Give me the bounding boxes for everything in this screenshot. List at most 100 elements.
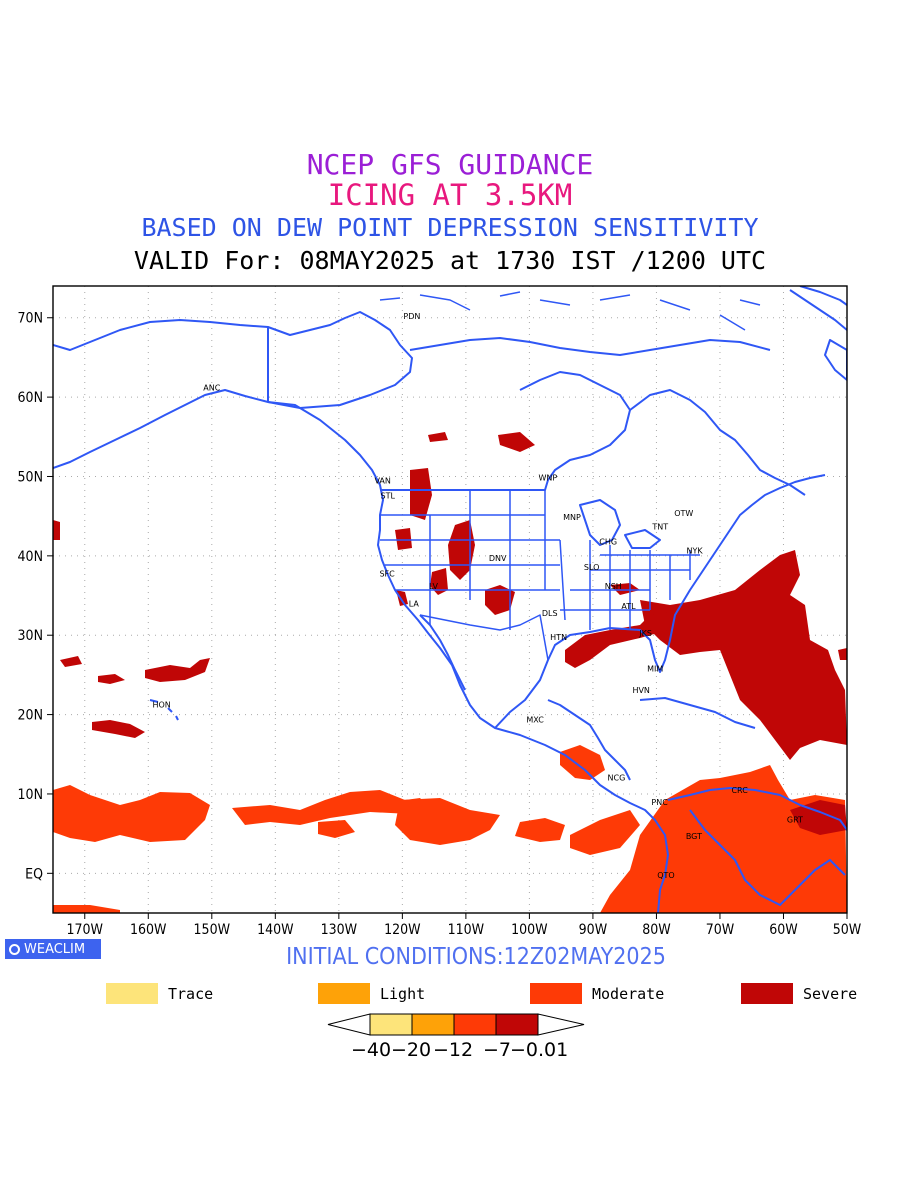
colorbar-moderate bbox=[453, 1013, 497, 1036]
lon-tick-label: 80W bbox=[642, 922, 671, 938]
severe-region-hawaii-south bbox=[92, 720, 145, 738]
severe-region-atlantic-edge bbox=[838, 648, 847, 660]
severe-region-oregon bbox=[395, 528, 412, 550]
severe-region-hawaii-west bbox=[98, 674, 125, 684]
legend-label-trace: Trace bbox=[168, 984, 214, 1003]
lat-tick-label: 40N bbox=[18, 549, 43, 565]
severe-region-bc-coast bbox=[428, 432, 448, 442]
us-mexico-border bbox=[419, 614, 549, 661]
colorbar-label-1: −40 bbox=[351, 1039, 392, 1061]
lon-tick-label: 110W bbox=[448, 922, 485, 938]
coastlines-and-borders bbox=[53, 286, 847, 913]
map-frame bbox=[52, 285, 848, 914]
severe-region-atlantic-east bbox=[790, 800, 847, 835]
station-label-chg: CHG bbox=[599, 538, 617, 547]
station-label-mim: MIM bbox=[647, 665, 663, 674]
moderate-region-east-pacific-b bbox=[318, 820, 355, 838]
severe-region-west-edge bbox=[53, 520, 60, 540]
lon-tick-label: 70W bbox=[706, 922, 735, 938]
legend-item-moderate: Moderate bbox=[530, 983, 664, 1004]
north-america-west-coast bbox=[53, 311, 413, 469]
station-label-otw: OTW bbox=[674, 509, 693, 518]
legend-item-trace: Trace bbox=[106, 983, 213, 1004]
station-label-lv: LV bbox=[429, 582, 439, 591]
severe-region-hudson-bay bbox=[498, 432, 535, 452]
lon-tick-label: 130W bbox=[321, 922, 358, 938]
severe-region-caribbean-atlantic bbox=[640, 550, 847, 760]
greenland bbox=[789, 286, 847, 381]
station-label-qto: QTO bbox=[657, 871, 674, 880]
colorbar-low-arrow bbox=[327, 1013, 371, 1036]
lat-tick-label: EQ bbox=[25, 866, 43, 882]
station-label-stl: STL bbox=[381, 492, 396, 501]
severe-region-southwest bbox=[485, 585, 515, 615]
severe-region-tennessee bbox=[610, 583, 640, 595]
south-america-coast bbox=[667, 787, 847, 831]
title-method: BASED ON DEW POINT DEPRESSION SENSITIVIT… bbox=[141, 213, 759, 242]
lat-tick-label: 20N bbox=[18, 708, 43, 724]
lon-tick-label: 150W bbox=[194, 922, 231, 938]
south-america-rivers bbox=[689, 809, 846, 906]
hawaii-islands bbox=[149, 699, 179, 721]
legend-label-severe: Severe bbox=[803, 984, 858, 1003]
station-label-ncg: NCG bbox=[608, 773, 626, 782]
lon-tick-label: 160W bbox=[130, 922, 167, 938]
station-label-van: VAN bbox=[374, 476, 390, 485]
lon-tick-label: 120W bbox=[384, 922, 421, 938]
legend-swatch-trace bbox=[106, 983, 158, 1004]
station-label-jks: JKS bbox=[638, 629, 652, 638]
station-label-atl: ATL bbox=[621, 602, 636, 611]
station-labels: ANC PDN VAN STL WNP MNP OTW TNT CHG NYK DNV SFC SLO L… bbox=[152, 312, 803, 880]
lat-tick-label: 70N bbox=[18, 311, 43, 327]
caribbean-islands bbox=[639, 697, 756, 729]
legend-item-light: Light bbox=[318, 983, 425, 1004]
moderate-region-east-pacific-d bbox=[515, 818, 565, 842]
station-label-slo: SLO bbox=[584, 563, 600, 572]
lon-tick-label: 100W bbox=[511, 922, 548, 938]
us-canada-border bbox=[380, 479, 549, 491]
station-label-dnv: DNV bbox=[489, 554, 507, 563]
logo-text: WEACLIM bbox=[24, 941, 86, 957]
station-label-la: LA bbox=[409, 599, 420, 608]
lat-tick-label: 10N bbox=[18, 787, 43, 803]
station-label-sfc: SFC bbox=[379, 569, 395, 578]
station-label-bgt: BGT bbox=[686, 832, 702, 841]
great-lakes bbox=[579, 499, 661, 549]
title-product: ICING AT 3.5KM bbox=[327, 178, 573, 212]
station-label-mnp: MNP bbox=[563, 513, 581, 522]
legend-swatch-moderate bbox=[530, 983, 582, 1004]
station-label-anc: ANC bbox=[203, 384, 220, 393]
yucatan bbox=[547, 699, 631, 781]
colorbar-severe bbox=[495, 1013, 539, 1036]
legend-label-light: Light bbox=[380, 984, 426, 1003]
icing-regions bbox=[53, 432, 847, 913]
legend-item-severe: Severe bbox=[741, 983, 857, 1004]
arctic-islands bbox=[379, 291, 761, 331]
lon-tick-label: 90W bbox=[579, 922, 608, 938]
initial-conditions: INITIAL CONDITIONS:12Z02MAY2025 bbox=[286, 944, 666, 970]
station-label-crc: CRC bbox=[731, 786, 748, 795]
labrador-coast bbox=[629, 389, 806, 496]
station-label-wnp: WNP bbox=[538, 473, 557, 482]
colorbar-label-5: −0.01 bbox=[510, 1039, 569, 1061]
severe-region-rockies-a bbox=[448, 520, 475, 580]
severe-region-california bbox=[396, 590, 408, 606]
moderate-region-south-america bbox=[600, 765, 847, 913]
arctic-coast bbox=[409, 337, 771, 356]
moderate-region-central-pacific bbox=[53, 785, 210, 842]
lon-tick-label: 140W bbox=[257, 922, 294, 938]
title-valid-time: VALID For: 08MAY2025 at 1730 IST /1200 U… bbox=[133, 246, 767, 275]
lat-tick-label: 60N bbox=[18, 390, 43, 406]
station-label-nsh: NSH bbox=[605, 582, 622, 591]
colorbar-light bbox=[411, 1013, 455, 1036]
station-label-tnt: TNT bbox=[651, 522, 668, 531]
colorbar-label-4: −7 bbox=[483, 1039, 512, 1061]
moderate-region-east-pacific-a bbox=[232, 790, 430, 825]
colorbar-high-arrow bbox=[537, 1013, 585, 1036]
lat-tick-label: 50N bbox=[18, 469, 43, 485]
colorbar bbox=[327, 1013, 585, 1036]
station-label-nyk: NYK bbox=[686, 546, 703, 555]
moderate-region-panama-coast bbox=[570, 810, 640, 855]
severe-region-rockies-b bbox=[430, 568, 448, 595]
